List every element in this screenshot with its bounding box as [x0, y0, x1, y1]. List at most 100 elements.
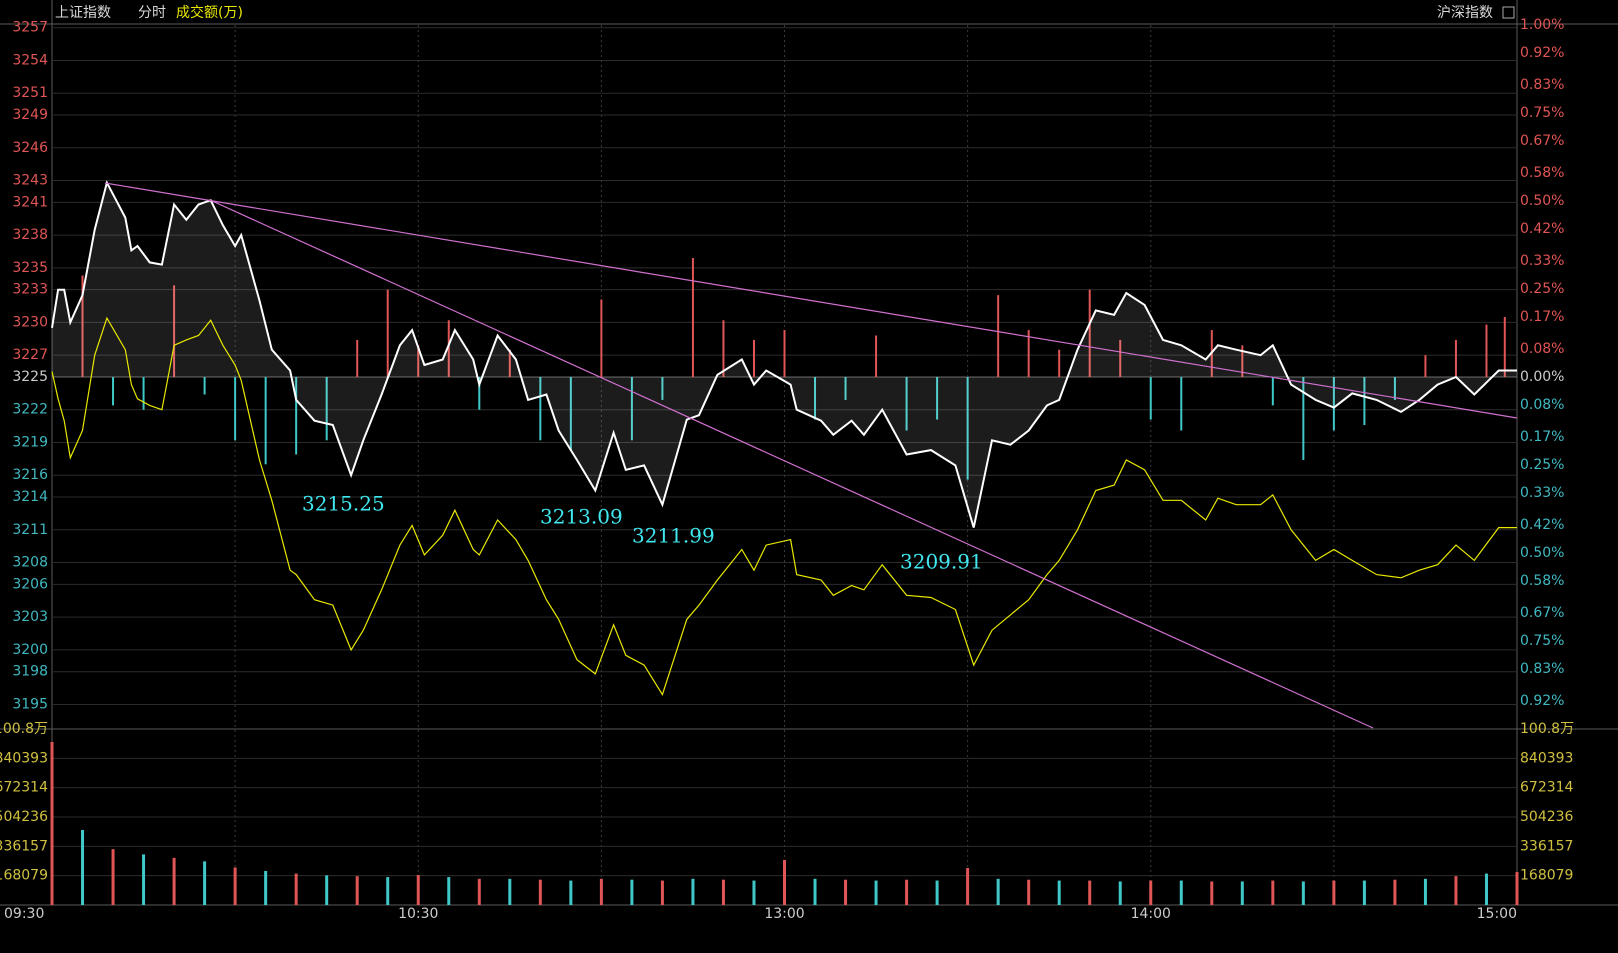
volume-bar: [172, 857, 176, 905]
strength-bar: [1149, 377, 1152, 420]
volume-tick-label: 672314: [0, 780, 48, 796]
legend-label: 成交额(万): [176, 4, 243, 21]
volume-bar: [1301, 881, 1305, 905]
volume-bar: [233, 867, 237, 905]
strength-bar: [1363, 377, 1366, 426]
volume-bar: [874, 880, 878, 905]
y2-tick-label: 0.67%: [1520, 133, 1564, 149]
annotation: 3209.91: [900, 550, 983, 574]
y-tick-label: 3251: [12, 85, 48, 101]
labels: 3257 3254 3251 3249 3246 3243 3241 3238 3235 3233…: [0, 17, 1574, 922]
volume-bar: [752, 880, 756, 905]
y-tick-label: 3241: [12, 194, 48, 210]
strength-bar: [783, 330, 786, 377]
volume-tick-label: 504236: [0, 809, 48, 825]
volume-tick-label: 672314: [1520, 780, 1574, 796]
volume-bar: [142, 854, 146, 905]
strength-bar: [356, 339, 359, 377]
volume-bar: [447, 877, 451, 905]
y2-tick-label: 0.33%: [1520, 253, 1564, 269]
strength-bar: [966, 377, 969, 480]
strength-bar: [1027, 330, 1030, 377]
y-tick-label: 3230: [12, 314, 48, 330]
y2-tick-label: 0.08%: [1520, 397, 1564, 413]
y-tick-label: 3246: [12, 140, 48, 156]
y-tick-label: 3225: [12, 369, 48, 385]
y-tick-label: 3195: [12, 696, 48, 712]
volume-bar: [783, 859, 786, 905]
volume-bar: [691, 878, 695, 905]
volume-bar: [1027, 879, 1031, 905]
volume-bar: [538, 879, 542, 905]
volume-bar: [569, 880, 573, 905]
volume-bar: [386, 877, 390, 905]
volume-bar: [599, 878, 603, 905]
volume-tick-label: 168079: [0, 868, 48, 884]
trend-line: [209, 199, 1374, 729]
volume-bar: [477, 878, 481, 905]
volume-bar: [1149, 880, 1153, 905]
strength-bar: [875, 335, 878, 377]
volume-bar: [264, 870, 268, 905]
y-tick-label: 3214: [12, 489, 48, 505]
y2-tick-label: 0.17%: [1520, 309, 1564, 325]
strength-bar: [905, 377, 908, 431]
y-tick-label: 3216: [12, 467, 48, 483]
volume-tick-label: 100.8万: [0, 721, 48, 737]
y-tick-label: 3222: [12, 402, 48, 418]
annotation: 3211.99: [632, 524, 715, 548]
strength-bar: [264, 377, 267, 465]
y2-tick-label: 0.50%: [1520, 545, 1564, 561]
strength-bar: [142, 377, 145, 410]
x-tick-label: 10:30: [398, 906, 438, 922]
y2-tick-label: 0.25%: [1520, 457, 1564, 473]
strength-bar: [1088, 289, 1091, 377]
y2-tick-label: 0.67%: [1520, 605, 1564, 621]
volume-bar: [996, 878, 1000, 905]
strength-bar: [844, 377, 847, 400]
volume-bar: [50, 741, 54, 905]
strength-bar: [1119, 339, 1122, 377]
y-tick-label: 3257: [12, 20, 48, 36]
strength-bar: [722, 320, 725, 377]
chart-subtitle: 分时: [138, 5, 166, 21]
volume-bar: [630, 879, 634, 905]
annotation: 3213.09: [540, 505, 623, 529]
volume-bar: [966, 868, 970, 905]
x-tick-label: 15:00: [1477, 906, 1517, 922]
strength-bar: [569, 377, 572, 451]
strength-bar: [1271, 377, 1274, 406]
strength-bar: [752, 339, 755, 377]
y2-tick-label: 0.25%: [1520, 281, 1564, 297]
icon[interactable]: [1502, 6, 1515, 19]
volume-bar: [1515, 872, 1519, 905]
y2-tick-label: 0.42%: [1520, 517, 1564, 533]
y-tick-label: 3254: [12, 52, 48, 68]
strength-bar: [1424, 355, 1427, 377]
annotation: 3215.25: [302, 492, 385, 516]
right-label: 沪深指数: [1437, 5, 1493, 21]
volume-bar: [1118, 881, 1122, 905]
y2-tick-label: 0.42%: [1520, 221, 1564, 237]
volume-bar: [325, 875, 329, 905]
y-tick-label: 3249: [12, 107, 48, 123]
line-area: [52, 182, 1517, 528]
volume-bar: [203, 861, 207, 905]
strength-bar: [936, 377, 939, 420]
line-series: [51, 179, 1517, 528]
strength-bar: [1058, 349, 1061, 377]
volume-tick-label: 336157: [1520, 838, 1573, 854]
strength-bar: [234, 377, 237, 441]
volume-bar: [294, 873, 298, 905]
strength-bar: [203, 377, 206, 395]
strength-bar: [600, 299, 603, 377]
y2-tick-label: 0.00%: [1520, 369, 1564, 385]
y-tick-label: 3200: [12, 642, 48, 658]
y-tick-label: 3219: [12, 434, 48, 450]
y2-tick-label: 0.83%: [1520, 661, 1564, 677]
y2-tick-label: 0.58%: [1520, 165, 1564, 181]
volume-bar: [1362, 880, 1366, 905]
strength-bar: [173, 285, 176, 377]
